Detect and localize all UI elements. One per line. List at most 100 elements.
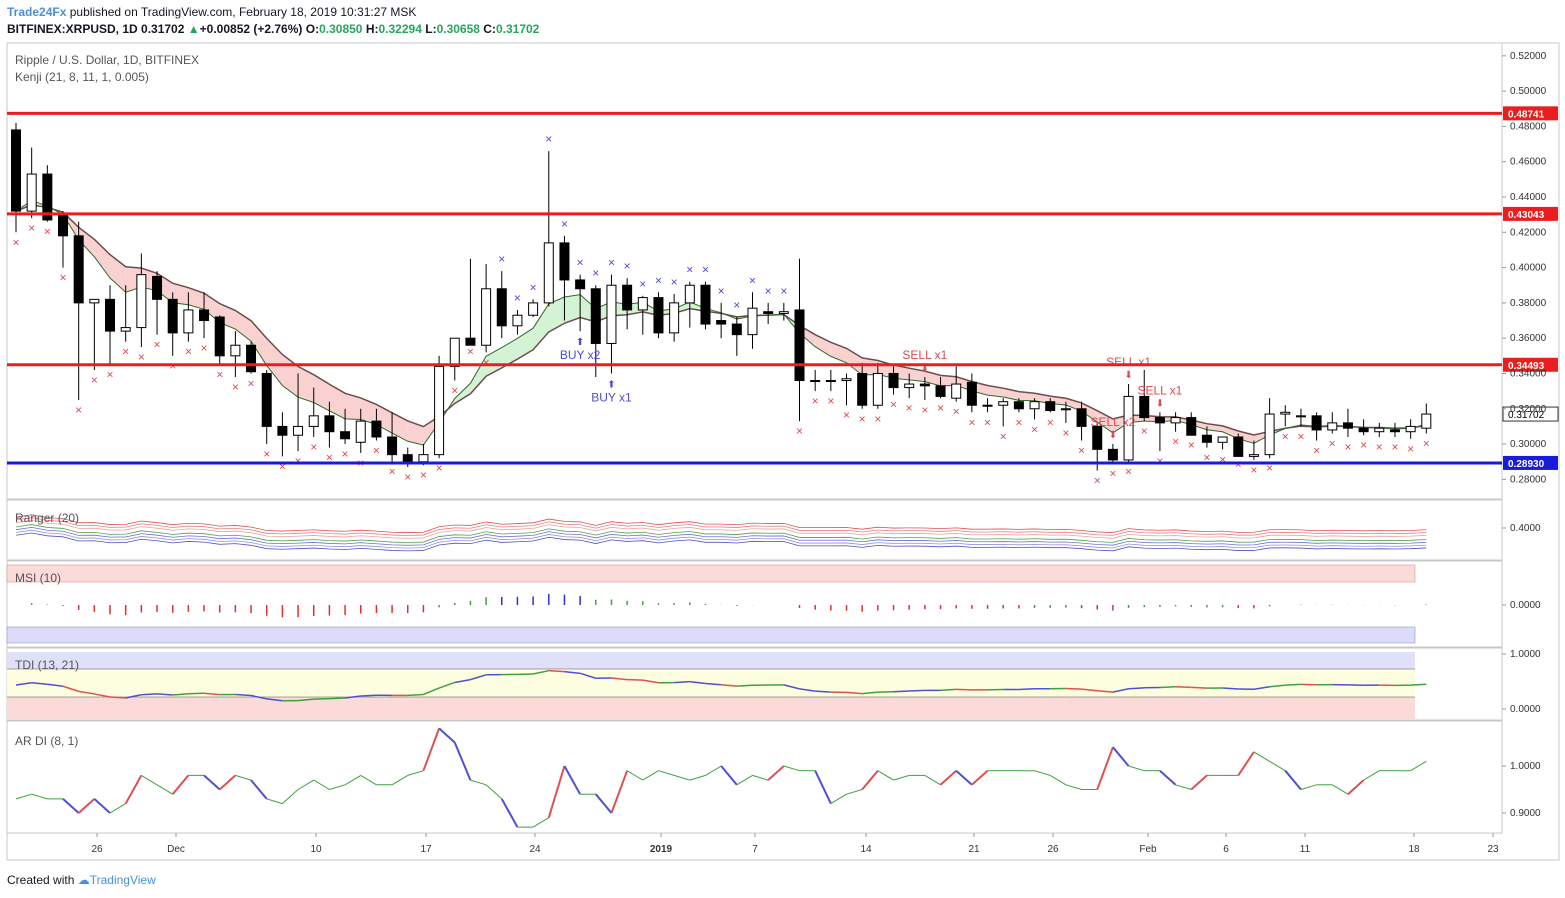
buy-marker: ×: [498, 252, 505, 266]
ardi-line: [971, 769, 989, 786]
time-tick-label: 26: [1047, 844, 1059, 855]
ardi-line: [1410, 760, 1427, 772]
candle-body: [434, 365, 445, 456]
candle-body: [1264, 413, 1275, 456]
candle: [183, 292, 194, 342]
ranger-band: [15, 526, 1427, 546]
ardi-line: [360, 774, 377, 786]
ardi-line: [1253, 751, 1270, 762]
candle: [700, 281, 711, 330]
candle-body: [684, 284, 695, 304]
candle-body: [89, 298, 100, 304]
candle: [355, 408, 366, 453]
tdi-title: TDI (13, 21): [15, 658, 79, 672]
price-tick-label: 0.50000: [1510, 86, 1547, 97]
high-value: 0.32294: [378, 22, 422, 36]
candle-body: [778, 311, 789, 314]
tdi-line: [438, 681, 456, 689]
candle-body: [277, 425, 288, 436]
sell-marker: ×: [263, 447, 270, 461]
ardi-line: [861, 770, 879, 791]
ardi-line: [219, 774, 237, 791]
candle-body: [230, 344, 241, 357]
sell-marker: ×: [373, 444, 380, 458]
candle: [1374, 422, 1385, 437]
sell-marker: ×: [1078, 444, 1085, 458]
candle-body: [1327, 422, 1338, 431]
candle-body: [1295, 415, 1306, 418]
tdi-line: [799, 688, 816, 692]
candle-body: [167, 298, 178, 334]
candle: [308, 387, 319, 437]
sell-marker: ×: [216, 368, 223, 382]
publisher-name[interactable]: Trade24Fx: [7, 5, 67, 19]
sell-marker: ×: [874, 412, 881, 426]
sell-marker: ×: [295, 454, 302, 468]
kenji-cloud: [548, 297, 565, 332]
candle-body: [402, 454, 413, 463]
level-label: 0.34493: [1508, 361, 1545, 372]
sell-marker: ×: [1015, 415, 1022, 429]
ardi-line: [1237, 751, 1255, 776]
candle-body: [199, 309, 210, 322]
price-tick-label: 0.28000: [1510, 474, 1547, 485]
ardi-line: [453, 742, 472, 781]
ardi-line: [282, 789, 299, 804]
ardi-pane[interactable]: [6, 720, 1503, 834]
candle: [794, 258, 805, 422]
candle: [1060, 401, 1071, 423]
candle-body: [214, 316, 225, 357]
ardi-line: [1049, 774, 1067, 786]
candle: [763, 302, 774, 325]
candle: [1217, 436, 1228, 450]
sell-marker: ×: [1031, 422, 1038, 436]
kenji-cloud: [815, 334, 831, 357]
ardi-line: [626, 770, 644, 781]
candle: [684, 281, 695, 328]
low-value: 0.30658: [436, 22, 480, 36]
sell-annotation: SELL x1: [1106, 355, 1151, 369]
ardi-line: [407, 770, 424, 776]
tdi-line: [611, 677, 628, 681]
buy-marker: ×: [514, 291, 521, 305]
price-tick-label: 0.34000: [1510, 368, 1547, 379]
ardi-line: [595, 793, 613, 814]
candle: [1405, 419, 1416, 439]
sell-marker: ×: [937, 401, 944, 415]
kenji-cloud: [188, 287, 205, 310]
candle: [1045, 398, 1056, 413]
sell-marker: ×: [1423, 436, 1430, 450]
ardi-line: [673, 774, 690, 781]
level-tag: [1503, 206, 1558, 221]
last-price: 0.31702: [141, 22, 185, 36]
ardi-line: [438, 727, 456, 744]
candle: [904, 373, 915, 399]
sell-marker: ×: [483, 355, 490, 369]
time-tick-label: 17: [420, 844, 432, 855]
chart-outer-frame: [6, 42, 1560, 861]
tdi-mid-zone: [7, 669, 1415, 697]
tradingview-brand[interactable]: TradingView: [89, 873, 156, 887]
tdi-line: [940, 688, 957, 692]
main-title: Ripple / U.S. Dollar, 1D, BITFINEX: [15, 53, 199, 67]
ardi-line: [1128, 765, 1145, 772]
kenji-cloud: [266, 338, 283, 386]
candle: [1295, 408, 1306, 427]
candle-body: [26, 173, 37, 212]
candle: [105, 285, 116, 365]
tdi-line: [470, 674, 487, 681]
tdi-line: [642, 679, 659, 684]
tradingview-logo-icon[interactable]: ☁: [77, 873, 90, 887]
kenji-cloud: [940, 375, 957, 386]
time-tick-label: 10: [310, 844, 322, 855]
candle: [622, 278, 633, 330]
candle-body: [888, 372, 899, 389]
sell-annotation: SELL x1: [1137, 383, 1182, 397]
ardi-line: [250, 779, 268, 800]
candle-body: [1107, 448, 1118, 461]
candle-body: [11, 129, 21, 212]
buy-marker: ×: [655, 273, 662, 287]
tdi-line: [1191, 686, 1207, 689]
sell-marker: ×: [1172, 435, 1179, 449]
